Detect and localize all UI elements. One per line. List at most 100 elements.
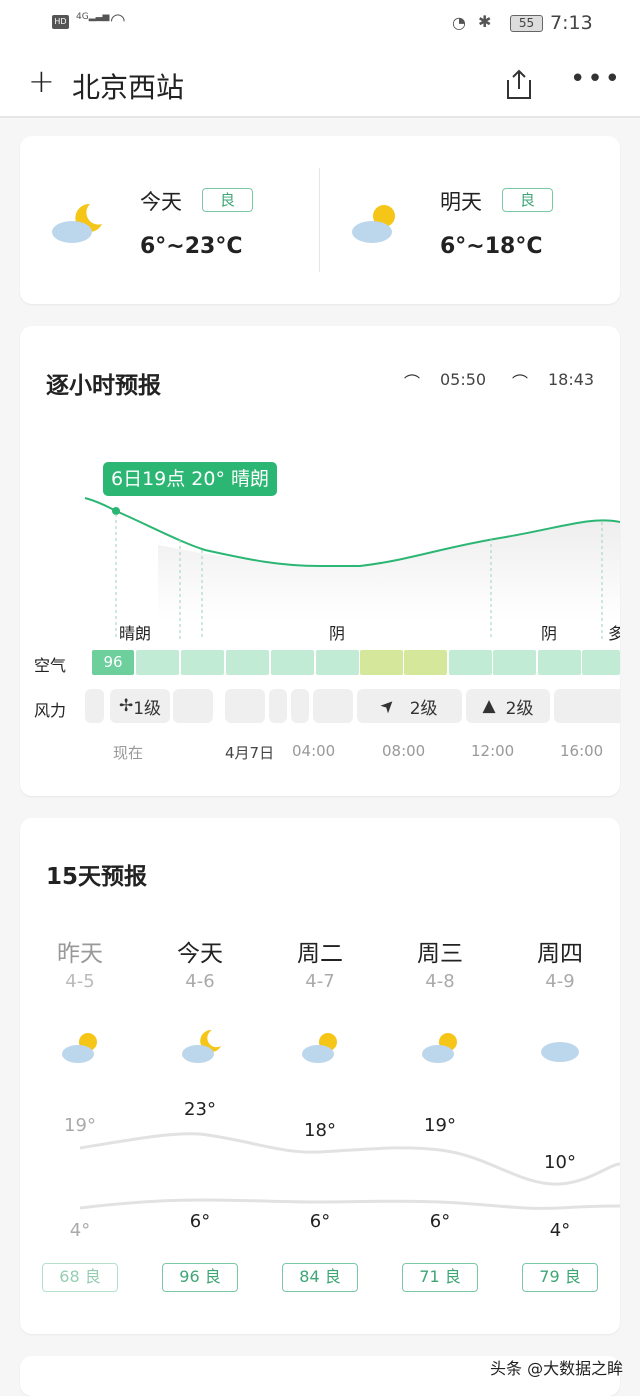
cloud-icon: [541, 1042, 579, 1062]
hd-icon: HD: [52, 15, 69, 29]
wind-cell[interactable]: ▲ 2级: [466, 689, 550, 723]
day-high-temp: 10°: [544, 1152, 576, 1173]
aqi-cell[interactable]: [316, 650, 359, 675]
day-low-temp: 6°: [189, 1211, 211, 1232]
summary-card[interactable]: 今天 良 6°~23°C 明天 良 6°~18°C: [20, 136, 620, 304]
wind-cell: [269, 689, 287, 723]
day-aqi-badge: 79 良: [522, 1263, 598, 1292]
day-date: 4-6: [185, 971, 215, 992]
daily-temp-curves: [79, 1132, 620, 1210]
status-bar: HD 4G▂▃▅ ◠ ◔ ✱ 55 7:13: [0, 0, 640, 48]
wind-cell[interactable]: ➤ 2级: [357, 689, 462, 723]
day-low-temp: 4°: [69, 1220, 91, 1241]
wind-level: 2级: [505, 698, 534, 719]
sun-cloud-icon: [302, 1033, 337, 1063]
day-high-temp: 19°: [64, 1115, 96, 1136]
tomorrow-temp: 6°~18°C: [440, 234, 543, 259]
day-low-temp: 4°: [549, 1220, 571, 1241]
eco-icon: ◔: [452, 13, 466, 32]
high-temp-curve: [79, 1132, 620, 1186]
wind-cell: [554, 689, 620, 723]
day-name: 周三: [417, 941, 463, 967]
day-date: 4-9: [545, 971, 575, 992]
hourly-title: 逐小时预报: [46, 373, 161, 399]
day-name: 周二: [297, 941, 343, 967]
sun-cloud-icon: [422, 1033, 457, 1063]
wind-cell: [291, 689, 309, 723]
time-tick: 现在: [113, 744, 144, 762]
day-name: 昨天: [57, 941, 103, 967]
clock: 7:13: [550, 12, 593, 34]
tomorrow-label: 明天: [440, 190, 482, 214]
sunrise-icon: ⌒: [404, 373, 421, 392]
day-low-temp: 6°: [429, 1211, 451, 1232]
wind-direction-icon: ➤: [376, 693, 401, 719]
hourly-temp-chart[interactable]: [20, 490, 620, 640]
aqi-cell[interactable]: [226, 650, 269, 675]
today-aqi-badge: 良: [202, 188, 253, 212]
wind-direction-icon: ▲: [482, 696, 496, 716]
day-aqi-badge: 68 良: [42, 1263, 118, 1292]
add-city-button[interactable]: +: [28, 62, 55, 100]
day-aqi-badge: 71 良: [402, 1263, 478, 1292]
sunrise-time: 05:50: [440, 370, 487, 389]
share-button[interactable]: [504, 68, 534, 100]
aqi-cell[interactable]: [136, 650, 179, 675]
wind-cell: [173, 689, 213, 723]
watermark: 头条 @大数据之眸: [490, 1359, 624, 1378]
condition-label: 阴: [329, 624, 346, 643]
more-menu-button[interactable]: •••: [570, 64, 623, 94]
sun-cloud-icon: [62, 1033, 97, 1063]
wind-cell: [225, 689, 265, 723]
aqi-cell[interactable]: [538, 650, 581, 675]
aqi-cell[interactable]: [493, 650, 536, 675]
battery-level: 55: [518, 16, 535, 30]
battery-icon: 55: [510, 15, 543, 32]
aqi-cell[interactable]: [360, 650, 403, 675]
day-low-temp: 6°: [309, 1211, 331, 1232]
day-name: 周四: [537, 941, 583, 967]
aqi-cell[interactable]: [449, 650, 492, 675]
aqi-cell[interactable]: [404, 650, 447, 675]
daily-title: 15天预报: [46, 864, 148, 890]
wind-cell: [85, 689, 104, 723]
wind-row-label: 风力: [34, 701, 67, 720]
moon-cloud-icon: [182, 1029, 221, 1063]
daily-card: [20, 818, 620, 1334]
aqi-cell-now[interactable]: 96: [92, 650, 134, 675]
sun-cloud-icon: [352, 205, 395, 243]
time-tick: 16:00: [560, 742, 604, 760]
day-aqi-badge: 84 良: [282, 1263, 358, 1292]
wifi-icon: ◠: [110, 10, 126, 31]
day-aqi-badge: 96 良: [162, 1263, 238, 1292]
share-icon: [507, 69, 531, 99]
date-tick: 4月7日: [225, 744, 275, 762]
condition-label: 多: [608, 624, 620, 643]
day-high-temp: 18°: [304, 1120, 336, 1141]
time-tick: 12:00: [471, 742, 515, 760]
wind-cell: [313, 689, 353, 723]
day-high-temp: 19°: [424, 1115, 456, 1136]
sunset-time: 18:43: [548, 370, 595, 389]
day-date: 4-7: [305, 971, 335, 992]
time-tick: 08:00: [382, 742, 426, 760]
day-date: 4-5: [65, 971, 95, 992]
sunset-icon: ⌒: [512, 373, 529, 392]
page-title: 北京西站: [72, 71, 185, 104]
tomorrow-aqi-badge: 良: [502, 188, 553, 212]
hourly-tooltip: 6日19点 20° 晴朗: [103, 462, 278, 496]
bluetooth-icon: ✱: [478, 12, 492, 31]
low-temp-curve: [79, 1198, 620, 1210]
air-row-label: 空气: [34, 656, 67, 675]
aqi-cell[interactable]: [181, 650, 224, 675]
fan-icon: ✢: [118, 696, 134, 716]
aqi-cell[interactable]: [271, 650, 314, 675]
today-label: 今天: [140, 190, 182, 214]
app-header: + 北京西站 •••: [0, 48, 640, 118]
segment-dividers: [115, 514, 603, 640]
wind-cell[interactable]: ✢ 1级: [110, 689, 170, 723]
day-name: 今天: [177, 941, 223, 967]
aqi-cell[interactable]: [582, 650, 620, 675]
wind-level: 2级: [409, 698, 438, 719]
current-point: [112, 507, 120, 515]
